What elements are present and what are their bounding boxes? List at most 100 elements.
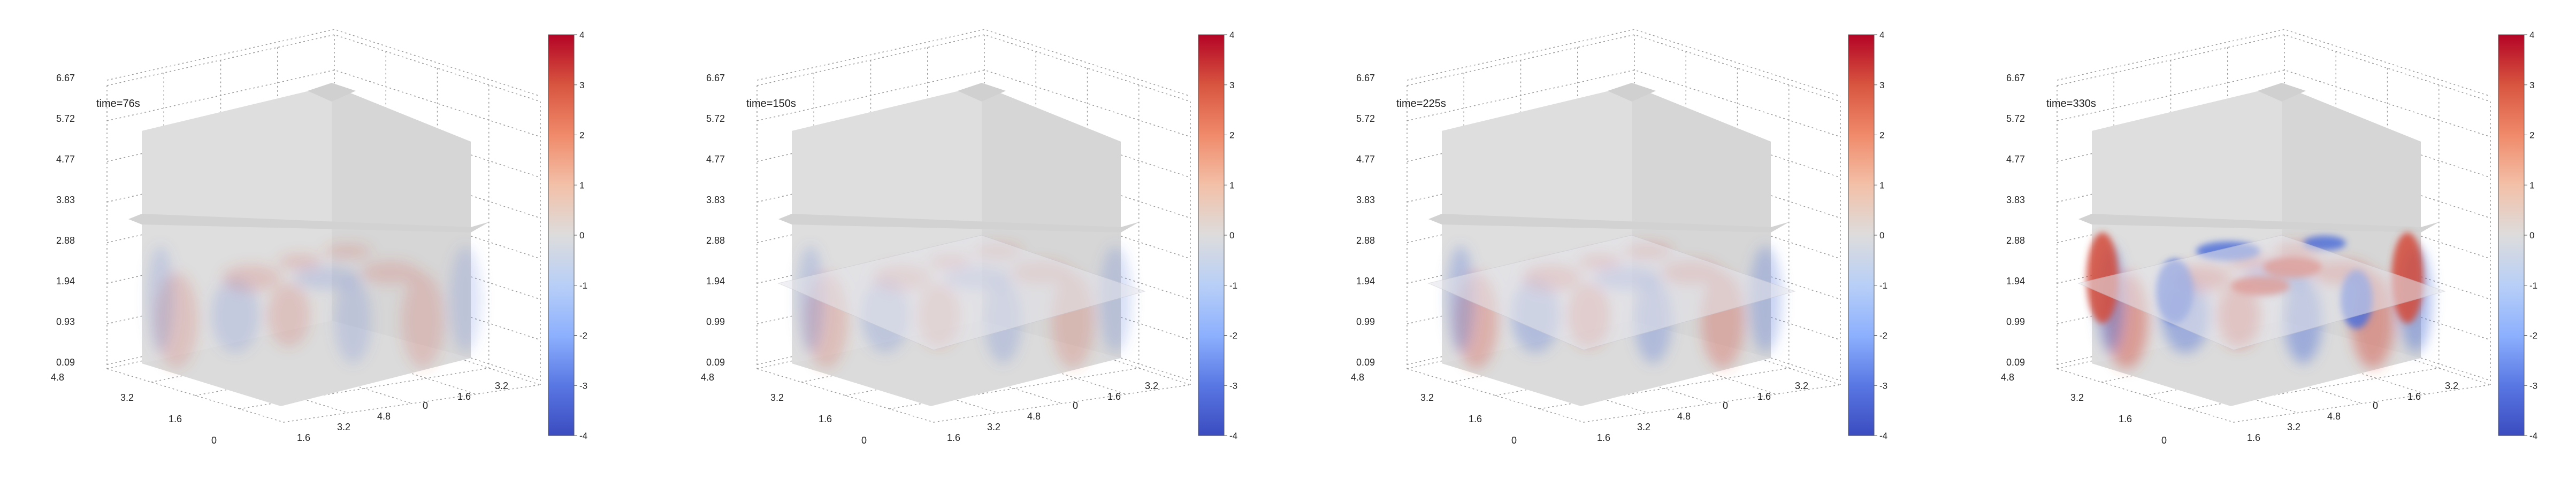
z-tick-label: 0.09 [1356, 357, 1375, 368]
floor-gridline [106, 368, 284, 423]
z-tick-label: 6.67 [706, 73, 725, 83]
z-tick-label: 0.09 [2006, 357, 2025, 368]
z-tick-label: 1.94 [56, 276, 75, 286]
colorbar-tick-label: 1 [1879, 180, 1884, 190]
z-tick-label: 1.94 [1356, 276, 1375, 286]
colorbar-tick-label: -3 [579, 381, 587, 391]
colorbar-tick-label: -3 [1229, 381, 1237, 391]
colorbar-tick-label: 0 [579, 230, 584, 241]
colorbar-tick-label: 0 [2529, 230, 2534, 241]
x-tick-label: 4.8 [2327, 411, 2341, 422]
colorbar-tick-label: 1 [579, 180, 584, 190]
floor-gridline [1407, 368, 1584, 423]
slice-ledge-upper [1428, 214, 1790, 232]
x-tick-label: 3.2 [337, 422, 350, 432]
colorbar-tick-label: -4 [579, 431, 587, 441]
colorbar-tick-label: -2 [1229, 331, 1237, 341]
field-blob [147, 246, 174, 353]
z-tick-label: 4.77 [56, 154, 75, 165]
x-tick-label: 4.8 [1677, 411, 1691, 422]
x-tick-label: 1.6 [1597, 432, 1610, 443]
z-tick-label: 0.99 [2006, 316, 2025, 327]
depth-tick-label: 1.6 [169, 414, 182, 424]
axes-box-top-edge [756, 34, 1191, 102]
depth-tick-label: 0 [861, 435, 867, 446]
y-tick-label: 0 [1723, 400, 1728, 411]
z-gridline [2057, 29, 2491, 97]
colorbar [1198, 34, 1225, 436]
panel-1: 6.67 5.72 4.77 3.83 2.88 1.94 0.93 0.09 4.8 3.2 1.… [51, 29, 587, 446]
colorbar-tick-label: -2 [2529, 331, 2537, 341]
field-blob [797, 246, 824, 353]
y-tick-label: 0 [1073, 400, 1078, 411]
slice-plane-z [1427, 235, 1796, 351]
colorbar-tick-label: -2 [1879, 331, 1887, 341]
z-tick-label: 0.09 [706, 357, 725, 368]
z-tick-label: 5.72 [1356, 113, 1375, 124]
x-tick-label: 4.8 [377, 411, 391, 422]
z-gridline [2057, 69, 2491, 137]
colorbar-tick-label: -4 [1879, 431, 1887, 441]
floor-gridline [283, 384, 541, 423]
x-tick-label: 1.6 [947, 432, 960, 443]
depth-tick-label: 3.2 [1420, 392, 1434, 403]
depth-tick-label: 4.8 [701, 372, 714, 383]
z-tick-label: 1.94 [2006, 276, 2025, 286]
floor-gridline [889, 368, 1139, 409]
colorbar-tick-label: 1 [2529, 180, 2534, 190]
depth-tick-label: 0 [1511, 435, 1517, 446]
depth-tick-label: 1.6 [819, 414, 832, 424]
x-tick-label: 3.2 [987, 422, 1000, 432]
floor-gridline [2233, 384, 2491, 423]
colorbar-tick-label: -4 [1229, 431, 1237, 441]
field-blob [361, 261, 420, 284]
field-blob [267, 283, 310, 347]
z-tick-label: 0.99 [1356, 316, 1375, 327]
x-tick-label: 1.6 [297, 432, 310, 443]
slice-ledge-upper [128, 214, 490, 232]
colorbar-tick-label: -1 [579, 281, 587, 291]
colorbar [1848, 34, 1875, 436]
floor-gridline [1520, 343, 1713, 404]
depth-tick-label: 0 [2161, 435, 2167, 446]
colorbar-tick-label: -3 [2529, 381, 2537, 391]
y-tick-label: 1.6 [1107, 391, 1121, 402]
colorbar-tick-label: 0 [1229, 230, 1234, 241]
y-tick-label: 1.6 [1757, 391, 1771, 402]
depth-tick-label: 4.8 [51, 372, 64, 383]
field-blob [324, 244, 372, 259]
z-gridline [106, 69, 541, 137]
z-gridline [1407, 29, 1841, 97]
z-tick-label: 0.09 [56, 357, 75, 368]
colorbar-tick-label: 0 [1879, 230, 1884, 241]
floor-gridline [2057, 368, 2234, 423]
slice-top-notch [308, 83, 356, 102]
depth-tick-label: 3.2 [120, 392, 134, 403]
floor-gridline [756, 368, 934, 423]
z-tick-label: 0.99 [706, 316, 725, 327]
z-tick-label: 4.77 [706, 154, 725, 165]
depth-tick-label: 1.6 [2119, 414, 2132, 424]
slice-plane-z [777, 235, 1146, 351]
z-tick-label: 5.72 [56, 113, 75, 124]
z-tick-label: 3.83 [56, 195, 75, 205]
axes-box-top-edge [1407, 34, 1841, 102]
colorbar-tick-label: 4 [579, 30, 584, 40]
panel-3: 6.67 5.72 4.77 3.83 2.88 1.94 0.99 0.09 4.8 3.2 1.… [1351, 29, 1887, 446]
colorbar [2498, 34, 2525, 436]
colorbar-tick-label: 2 [1879, 130, 1884, 141]
field-blob [1447, 246, 1474, 353]
z-tick-label: 5.72 [706, 113, 725, 124]
y-tick-label: 3.2 [2445, 381, 2458, 391]
panel-title: time=225s [1396, 98, 1446, 110]
colorbar-tick-label: -1 [1229, 281, 1237, 291]
z-gridline [106, 29, 541, 97]
x-tick-label: 3.2 [1637, 422, 1650, 432]
floor-gridline [933, 384, 1191, 423]
field-blob [401, 273, 444, 369]
field-blob [278, 254, 321, 270]
slice-top-notch [2258, 83, 2306, 102]
panel-4: 6.67 5.72 4.77 3.83 2.88 1.94 0.99 0.09 4.8 3.2 1.… [2001, 29, 2537, 446]
z-tick-label: 2.88 [1356, 235, 1375, 246]
